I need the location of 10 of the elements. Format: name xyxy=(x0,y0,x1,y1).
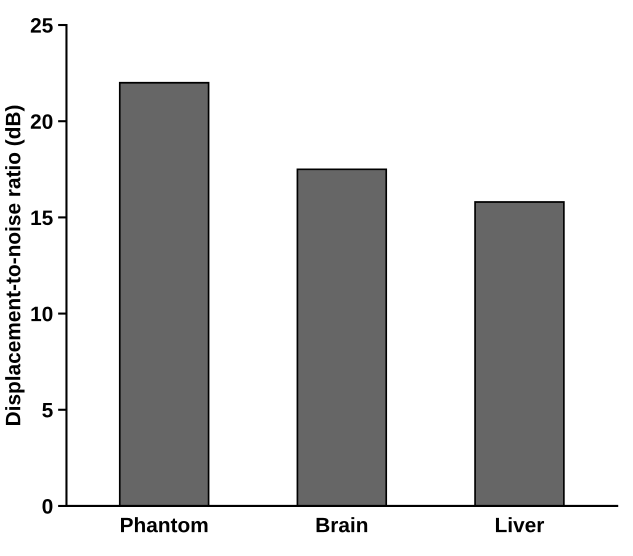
y-tick-label: 10 xyxy=(31,306,52,322)
y-axis-title: Displacement-to-noise ratio (dB) xyxy=(5,106,25,425)
y-tick-label: 25 xyxy=(30,18,53,33)
y-tick-label: 0 xyxy=(42,498,52,514)
x-tick-label: Phantom xyxy=(121,517,208,532)
y-tick-label: 5 xyxy=(42,402,53,418)
x-tick-label: Liver xyxy=(496,517,544,532)
y-tick-label: 15 xyxy=(31,210,53,226)
x-tick-label: Brain xyxy=(316,517,368,532)
y-tick-label: 20 xyxy=(30,114,52,129)
